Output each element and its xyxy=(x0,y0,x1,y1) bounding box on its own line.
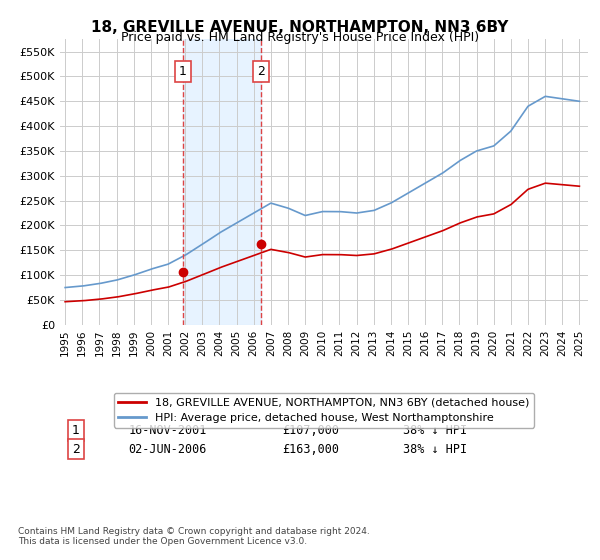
Text: 16-NOV-2001: 16-NOV-2001 xyxy=(128,424,207,437)
Legend: 18, GREVILLE AVENUE, NORTHAMPTON, NN3 6BY (detached house), HPI: Average price, : 18, GREVILLE AVENUE, NORTHAMPTON, NN3 6B… xyxy=(114,393,534,428)
Text: Contains HM Land Registry data © Crown copyright and database right 2024.
This d: Contains HM Land Registry data © Crown c… xyxy=(18,526,370,546)
Text: Price paid vs. HM Land Registry's House Price Index (HPI): Price paid vs. HM Land Registry's House … xyxy=(121,31,479,44)
Text: 2: 2 xyxy=(72,442,80,455)
Text: £107,000: £107,000 xyxy=(282,424,339,437)
Text: £163,000: £163,000 xyxy=(282,442,339,455)
Text: 1: 1 xyxy=(179,65,187,78)
Text: 2: 2 xyxy=(257,65,265,78)
Text: 38% ↓ HPI: 38% ↓ HPI xyxy=(403,424,467,437)
Text: 18, GREVILLE AVENUE, NORTHAMPTON, NN3 6BY: 18, GREVILLE AVENUE, NORTHAMPTON, NN3 6B… xyxy=(91,20,509,35)
Text: 1: 1 xyxy=(72,424,80,437)
Text: 38% ↓ HPI: 38% ↓ HPI xyxy=(403,442,467,455)
Bar xyxy=(183,39,261,325)
Text: 02-JUN-2006: 02-JUN-2006 xyxy=(128,442,207,455)
